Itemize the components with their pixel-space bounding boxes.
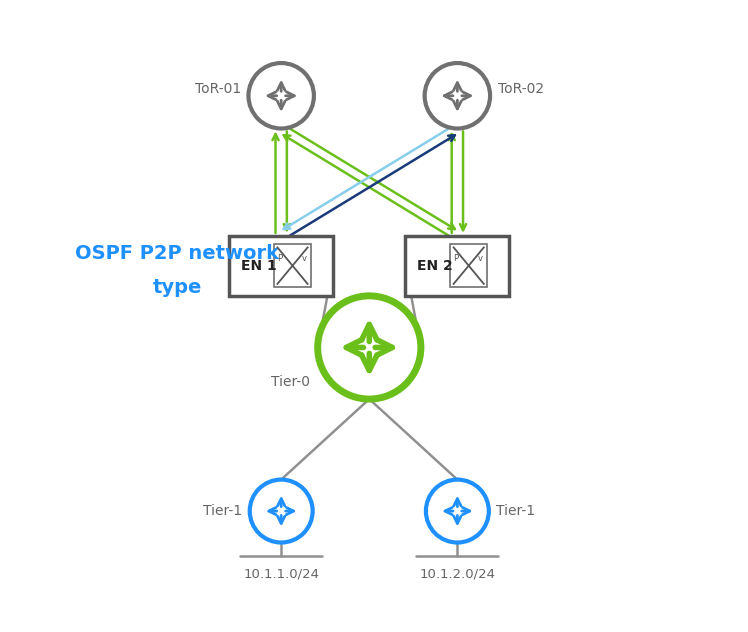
Text: v: v: [302, 254, 307, 263]
Text: EN 2: EN 2: [417, 258, 453, 272]
Text: Tier-1: Tier-1: [497, 504, 536, 518]
Circle shape: [425, 63, 490, 128]
FancyBboxPatch shape: [230, 236, 333, 296]
Text: Tier-1: Tier-1: [203, 504, 242, 518]
Text: 10.1.1.0/24: 10.1.1.0/24: [243, 568, 319, 581]
FancyBboxPatch shape: [275, 245, 310, 287]
Circle shape: [318, 296, 421, 399]
Text: ToR-01: ToR-01: [194, 83, 241, 97]
Text: OSPF P2P network: OSPF P2P network: [76, 243, 279, 262]
Circle shape: [426, 480, 489, 542]
Text: P: P: [277, 254, 282, 263]
Text: EN 1: EN 1: [241, 258, 276, 272]
Text: 10.1.2.0/24: 10.1.2.0/24: [420, 568, 495, 581]
Text: v: v: [478, 254, 483, 263]
FancyBboxPatch shape: [405, 236, 509, 296]
Text: Tier-0: Tier-0: [271, 375, 310, 389]
Text: P: P: [453, 254, 458, 263]
Circle shape: [248, 63, 314, 128]
Circle shape: [250, 480, 313, 542]
FancyBboxPatch shape: [450, 245, 487, 287]
Text: ToR-02: ToR-02: [497, 83, 544, 97]
Text: type: type: [153, 278, 202, 297]
